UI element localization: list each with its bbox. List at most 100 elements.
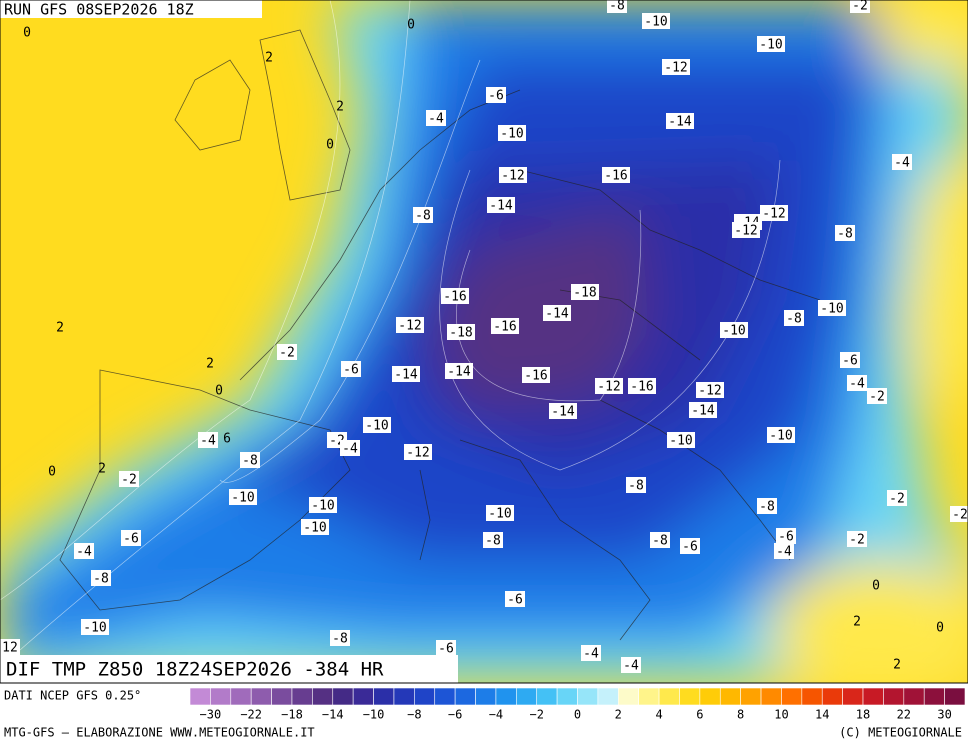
contour-label: -2 <box>121 473 137 488</box>
contour-label-box <box>757 498 777 514</box>
contour-label-box <box>74 543 94 559</box>
colorbar-swatch <box>719 687 741 706</box>
contour-label-box <box>666 113 694 129</box>
colorbar-swatch <box>250 687 272 706</box>
run-box <box>0 0 262 18</box>
contour-label: 0 <box>407 18 415 33</box>
colorbar-swatch <box>454 687 476 706</box>
field-label: DIF TMP Z850 18Z24SEP2026 -384 HR <box>6 659 384 681</box>
contour-label: 0 <box>936 621 944 636</box>
contour-label-box <box>447 324 475 340</box>
colorbar-label: 14 <box>815 708 829 722</box>
colorbar-swatch <box>312 687 334 706</box>
colorbar-label: −14 <box>322 708 344 722</box>
contour-label: -12 <box>762 207 785 222</box>
contour-label: -6 <box>488 89 504 104</box>
coastlines <box>59 29 821 641</box>
contour-label: -14 <box>691 404 715 419</box>
contour-label: -12 <box>664 61 687 76</box>
colorbar-swatch <box>434 687 456 706</box>
colorbar-swatch <box>842 687 864 706</box>
contour-label-box <box>689 402 717 418</box>
contour-label: 2 <box>56 321 64 336</box>
contour-label-box <box>626 477 646 493</box>
contour-label: -14 <box>668 115 692 130</box>
contour-label-box <box>642 13 670 29</box>
contour-label-box <box>549 403 577 419</box>
contour-label: -2 <box>849 533 865 548</box>
colorbar-swatch <box>373 687 395 706</box>
contour-label-box <box>522 367 550 383</box>
contour-label: -4 <box>849 377 865 392</box>
contour-label-box <box>277 344 297 360</box>
contour-label: -4 <box>76 545 92 560</box>
contour-label: 0 <box>326 138 334 153</box>
contour-label-box <box>363 417 391 433</box>
colorbar-swatch <box>903 687 925 706</box>
contour-label: -8 <box>759 500 775 515</box>
colorbar-swatch <box>883 687 905 706</box>
contour-label: -10 <box>722 324 745 339</box>
colorbar-swatch <box>271 687 293 706</box>
contour-label: 0 <box>872 579 880 594</box>
contour-label-box <box>0 639 20 655</box>
map-field: -8 -10 -2 0 0 -10 2 -12 -6 2 -4 -14 0 -10 -4 -12 -16 -14 -… <box>0 0 968 683</box>
contour-label-box <box>892 154 912 170</box>
contour-label-box <box>628 378 656 394</box>
contour-label-box <box>776 528 796 544</box>
contour-label: 2 <box>853 615 861 630</box>
contour-label-box <box>309 497 337 513</box>
colorbar-swatch <box>332 687 354 706</box>
contour-label-box <box>621 657 641 673</box>
contour-label: -18 <box>573 286 596 301</box>
contour-label-box <box>445 363 473 379</box>
map-frame <box>0 0 968 684</box>
contour-label-box <box>487 197 515 213</box>
contour-label-box <box>607 0 627 13</box>
contour-label: -10 <box>500 127 523 142</box>
contour-label: -16 <box>524 369 547 384</box>
contour-label-box <box>595 378 623 394</box>
contour-label: 2 <box>336 100 344 115</box>
contour-label: -16 <box>604 169 627 184</box>
contour-label-box <box>720 322 748 338</box>
contour-label: -10 <box>669 434 692 449</box>
contour-label: 0 <box>215 384 223 399</box>
contour-label-box <box>850 0 870 13</box>
colorbar-swatch <box>862 687 884 706</box>
contour-label: -8 <box>786 312 802 327</box>
field-box <box>0 655 458 683</box>
contour-label: -8 <box>415 209 431 224</box>
contour-label-box <box>340 440 360 456</box>
contour-label: -6 <box>343 363 359 378</box>
contour-label: -8 <box>628 479 644 494</box>
colorbar-swatch <box>291 687 313 706</box>
contour-label-box <box>840 352 860 368</box>
colorbar-swatch <box>944 687 966 706</box>
contour-label-box <box>341 361 361 377</box>
colorbar-swatch <box>577 687 599 706</box>
colorbar-swatch <box>393 687 415 706</box>
contour-label: 2 <box>893 658 901 673</box>
contour-label: -10 <box>769 429 792 444</box>
contour-label-box <box>436 640 456 656</box>
colorbar-label: −18 <box>281 708 303 722</box>
colorbar-swatch <box>536 687 558 706</box>
colorbar-swatch <box>658 687 680 706</box>
credit-right: (C) METEOGIORNALE <box>839 726 962 740</box>
contour-label-box <box>392 366 420 382</box>
contour-label: -8 <box>242 454 258 469</box>
contour-label: -16 <box>630 380 653 395</box>
contour-label-box <box>784 310 804 326</box>
colorbar-swatch <box>699 687 721 706</box>
contour-label-box <box>662 59 690 75</box>
contour-label: -10 <box>303 521 326 536</box>
contour-label: -8 <box>332 632 348 647</box>
contour-label-box <box>491 318 519 334</box>
contour-label: -10 <box>311 499 334 514</box>
contour-label: -14 <box>447 365 471 380</box>
contour-label-box <box>486 87 506 103</box>
contour-label: -2 <box>952 508 968 523</box>
contour-label: -12 <box>734 224 757 239</box>
contour-label-box <box>757 36 785 52</box>
